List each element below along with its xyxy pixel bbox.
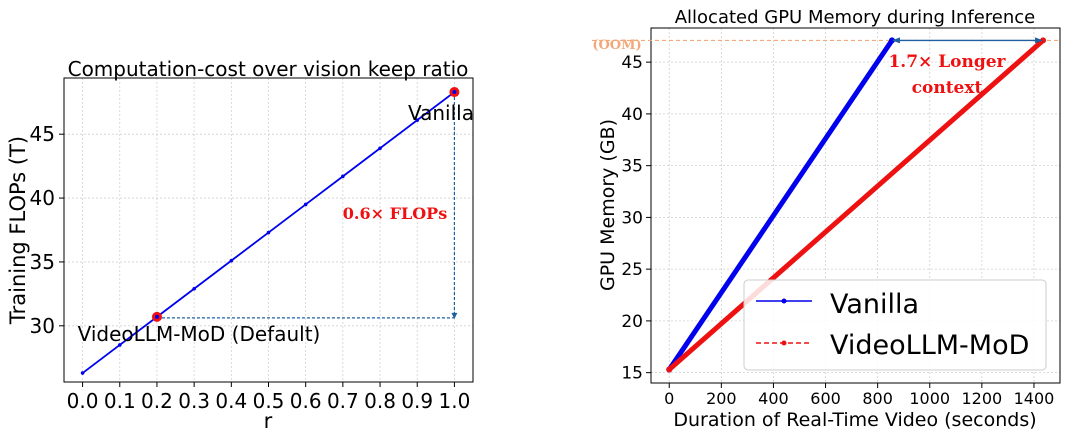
left-flops-annotation: 0.6× FLOPs <box>343 204 447 223</box>
right-annotation-line1: 1.7× Longer <box>888 52 1006 72</box>
right-x-ticks: 0 200 400 600 800 1000 1200 1400 <box>664 383 1054 408</box>
left-series-point <box>229 258 234 263</box>
right-y-tick-label: 25 <box>621 260 643 280</box>
legend-swatch-vanilla <box>756 298 812 304</box>
left-y-tick-label: 40 <box>30 186 55 210</box>
left-series-point <box>378 146 382 151</box>
right-longer-context-arrow <box>891 37 1044 44</box>
legend-label-videollm-mod: VideoLLM-MoD <box>830 330 1029 361</box>
left-y-ticks: 30 35 40 45 <box>30 122 64 338</box>
right-x-tick-label: 0 <box>664 389 674 408</box>
right-x-tick-label: 1000 <box>909 389 950 408</box>
right-series-line-videollm-mod <box>666 37 1046 373</box>
left-flops-bracket <box>156 92 458 319</box>
right-y-tick-label: 35 <box>621 157 643 177</box>
left-series-point <box>303 202 308 207</box>
left-grid <box>64 78 473 382</box>
left-series-point <box>192 286 196 291</box>
left-bracket-arrowhead <box>451 312 458 319</box>
right-chart: Allocated GPU Memory during Inference 0 2… <box>592 7 1061 431</box>
right-x-tick-label: 600 <box>810 389 841 408</box>
left-x-tick-label: 0.4 <box>215 389 247 413</box>
right-y-axis-label: GPU Memory (GB) <box>597 119 619 291</box>
left-x-axis-label: r <box>264 409 273 433</box>
right-plot-frame <box>650 27 1061 384</box>
right-x-axis-label: Duration of Real-Time Video (seconds) <box>673 409 1036 431</box>
left-series-point <box>341 174 345 179</box>
left-x-tick-label: 0.3 <box>178 389 210 413</box>
right-series-line-vanilla <box>666 37 895 373</box>
left-y-tick-label: 30 <box>30 314 55 338</box>
right-y-tick-label: 30 <box>621 208 643 228</box>
right-grid <box>651 28 1060 383</box>
left-y-tick-label: 45 <box>30 122 55 146</box>
left-series-point <box>266 230 271 235</box>
legend-box <box>743 279 1047 371</box>
right-y-tick-label: 20 <box>621 312 643 332</box>
left-x-ticks: 0.0 0.1 0.2 0.3 0.4 0.5 0.6 0.7 0.8 0.9 1.0 <box>67 382 471 413</box>
left-series-point <box>415 118 420 122</box>
left-label-vanilla: Vanilla <box>408 101 474 125</box>
left-x-tick-label: 0.9 <box>401 389 433 413</box>
right-chart-title: Allocated GPU Memory during Inference <box>675 7 1036 28</box>
left-x-tick-label: 0.1 <box>104 389 136 413</box>
right-y-tick-label: 40 <box>621 105 643 125</box>
right-series <box>666 37 1047 373</box>
right-legend: Vanilla VideoLLM-MoD <box>743 279 1047 371</box>
right-y-ticks: 15 20 25 30 35 40 45 <box>621 53 651 384</box>
left-x-tick-label: 0.2 <box>141 389 173 413</box>
left-x-tick-label: 0.0 <box>67 389 99 413</box>
right-oom-label: (OOM) <box>592 38 641 53</box>
left-chart: Computation-cost over vision keep ratio … <box>6 57 474 433</box>
right-x-tick-label: 400 <box>758 389 789 408</box>
right-annotation-line2: context <box>912 78 983 98</box>
left-x-tick-label: 1.0 <box>439 389 471 413</box>
left-x-tick-label: 0.7 <box>327 389 359 413</box>
right-series-point <box>666 366 673 373</box>
left-highlight-point-core <box>154 314 159 319</box>
right-x-tick-label: 1400 <box>1014 389 1055 408</box>
left-series-point <box>117 343 122 347</box>
left-x-tick-label: 0.6 <box>290 389 322 413</box>
legend-swatch-marker <box>781 340 787 346</box>
left-highlight-points <box>151 87 460 322</box>
left-label-videollm-mod: VideoLLM-MoD (Default) <box>78 322 321 346</box>
left-chart-title: Computation-cost over vision keep ratio <box>68 57 469 81</box>
left-x-tick-label: 0.8 <box>364 389 396 413</box>
right-arrow-head-right <box>1035 37 1044 44</box>
right-x-tick-label: 1200 <box>961 389 1002 408</box>
left-highlight-point-core <box>452 90 457 95</box>
right-arrow-head-left <box>891 37 900 44</box>
legend-swatch-videollm-mod <box>756 340 812 346</box>
legend-label-vanilla: Vanilla <box>830 289 919 320</box>
legend-swatch-marker <box>781 298 787 304</box>
left-y-tick-label: 35 <box>30 250 55 274</box>
right-y-tick-label: 15 <box>621 364 643 384</box>
right-x-tick-label: 200 <box>706 389 737 408</box>
left-series-point <box>80 371 85 375</box>
right-y-tick-label: 45 <box>621 53 643 73</box>
left-y-axis-label: Training FLOPs (T) <box>6 136 30 325</box>
left-x-tick-label: 0.5 <box>253 389 285 413</box>
right-x-tick-label: 800 <box>862 389 893 408</box>
